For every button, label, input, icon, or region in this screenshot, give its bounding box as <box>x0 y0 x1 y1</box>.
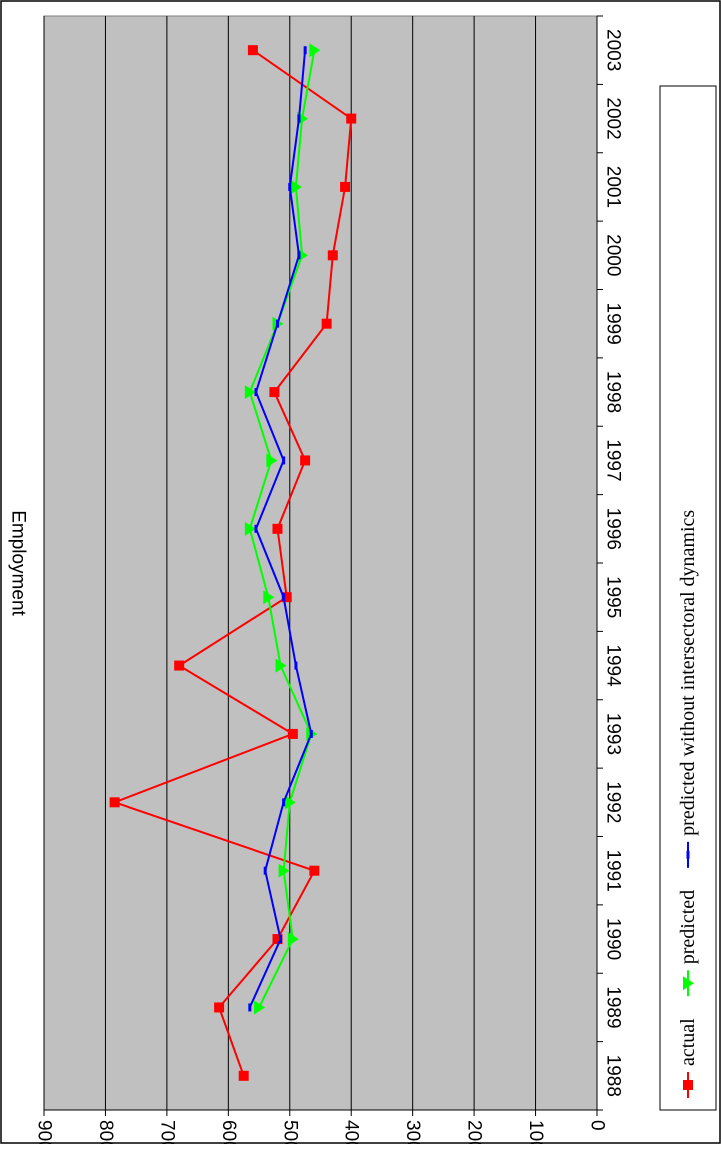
data-point-triangle <box>275 658 287 673</box>
data-point-square <box>340 181 351 192</box>
data-point-square <box>214 1002 225 1013</box>
data-point-square <box>321 318 332 329</box>
plot-area <box>43 15 598 1111</box>
series-2 <box>248 46 313 1012</box>
value-tick-label: 8000 <box>95 1120 116 1144</box>
value-tick-label: 7000 <box>156 1120 177 1144</box>
data-point-triangle <box>287 932 299 947</box>
data-point-square <box>109 797 120 808</box>
data-point-triangle <box>290 179 302 194</box>
data-point-square <box>346 113 357 124</box>
value-tick-label: 9000 <box>34 1120 55 1144</box>
legend-box <box>659 85 717 1111</box>
category-tick-label: 1988 <box>603 1055 624 1097</box>
category-tick-label: 2001 <box>603 166 624 208</box>
data-point-square <box>300 455 311 466</box>
category-tick-label: 1989 <box>603 986 624 1028</box>
data-point-square <box>174 660 185 671</box>
data-point-square <box>247 45 258 56</box>
data-point-triangle <box>244 385 256 400</box>
data-point-square <box>309 865 320 876</box>
value-axis-title: Employment <box>8 510 29 616</box>
legend-entry-1 <box>683 970 694 997</box>
data-point-triangle <box>284 795 296 810</box>
value-tick-label: 2000 <box>464 1120 485 1144</box>
value-tick-label: 1000 <box>525 1120 546 1144</box>
data-point-triangle <box>683 976 694 991</box>
legend-label: predicted <box>677 890 699 964</box>
value-tick-label: 6000 <box>218 1120 239 1144</box>
category-tick-label: 2002 <box>603 97 624 139</box>
value-tick-label: 4000 <box>341 1120 362 1144</box>
category-tick-label: 2003 <box>603 29 624 71</box>
legend <box>659 85 717 1111</box>
category-tick-label: 1996 <box>603 508 624 550</box>
category-tick-label: 1991 <box>603 850 624 892</box>
data-point-triangle <box>266 453 278 468</box>
data-point-square <box>272 934 283 945</box>
data-point-square <box>287 728 298 739</box>
category-tick-label: 1997 <box>603 439 624 481</box>
series-0 <box>109 45 357 1081</box>
category-tick-label: 2000 <box>603 234 624 276</box>
legend-label: predicted without intersectoral dynamics <box>677 510 699 836</box>
data-point-square <box>327 250 338 261</box>
category-tick-label: 1998 <box>603 371 624 413</box>
data-point-square <box>281 592 292 603</box>
data-point-triangle <box>309 43 321 58</box>
data-point-square <box>272 523 283 534</box>
category-tick-label: 1994 <box>603 644 624 687</box>
category-tick-label: 1992 <box>603 781 624 823</box>
value-tick-label: 3000 <box>402 1120 423 1144</box>
legend-entry-0 <box>683 1072 693 1098</box>
data-point-triangle <box>278 863 290 878</box>
data-point-square <box>683 1080 693 1090</box>
category-tick-label: 1995 <box>603 576 624 618</box>
value-tick-label: 5000 <box>279 1120 300 1144</box>
series-line <box>111 49 353 1077</box>
category-tick-label: 1999 <box>603 303 624 345</box>
value-tick-label: 0 <box>587 1120 608 1131</box>
data-point-triangle <box>263 590 275 605</box>
data-point-square <box>238 1070 249 1081</box>
category-tick-label: 1990 <box>603 918 624 960</box>
data-point-square <box>269 387 280 398</box>
data-point-triangle <box>244 521 256 536</box>
category-tick-label: 1993 <box>603 713 624 755</box>
data-point-triangle <box>254 1000 266 1015</box>
legend-label: actual <box>677 1018 699 1066</box>
